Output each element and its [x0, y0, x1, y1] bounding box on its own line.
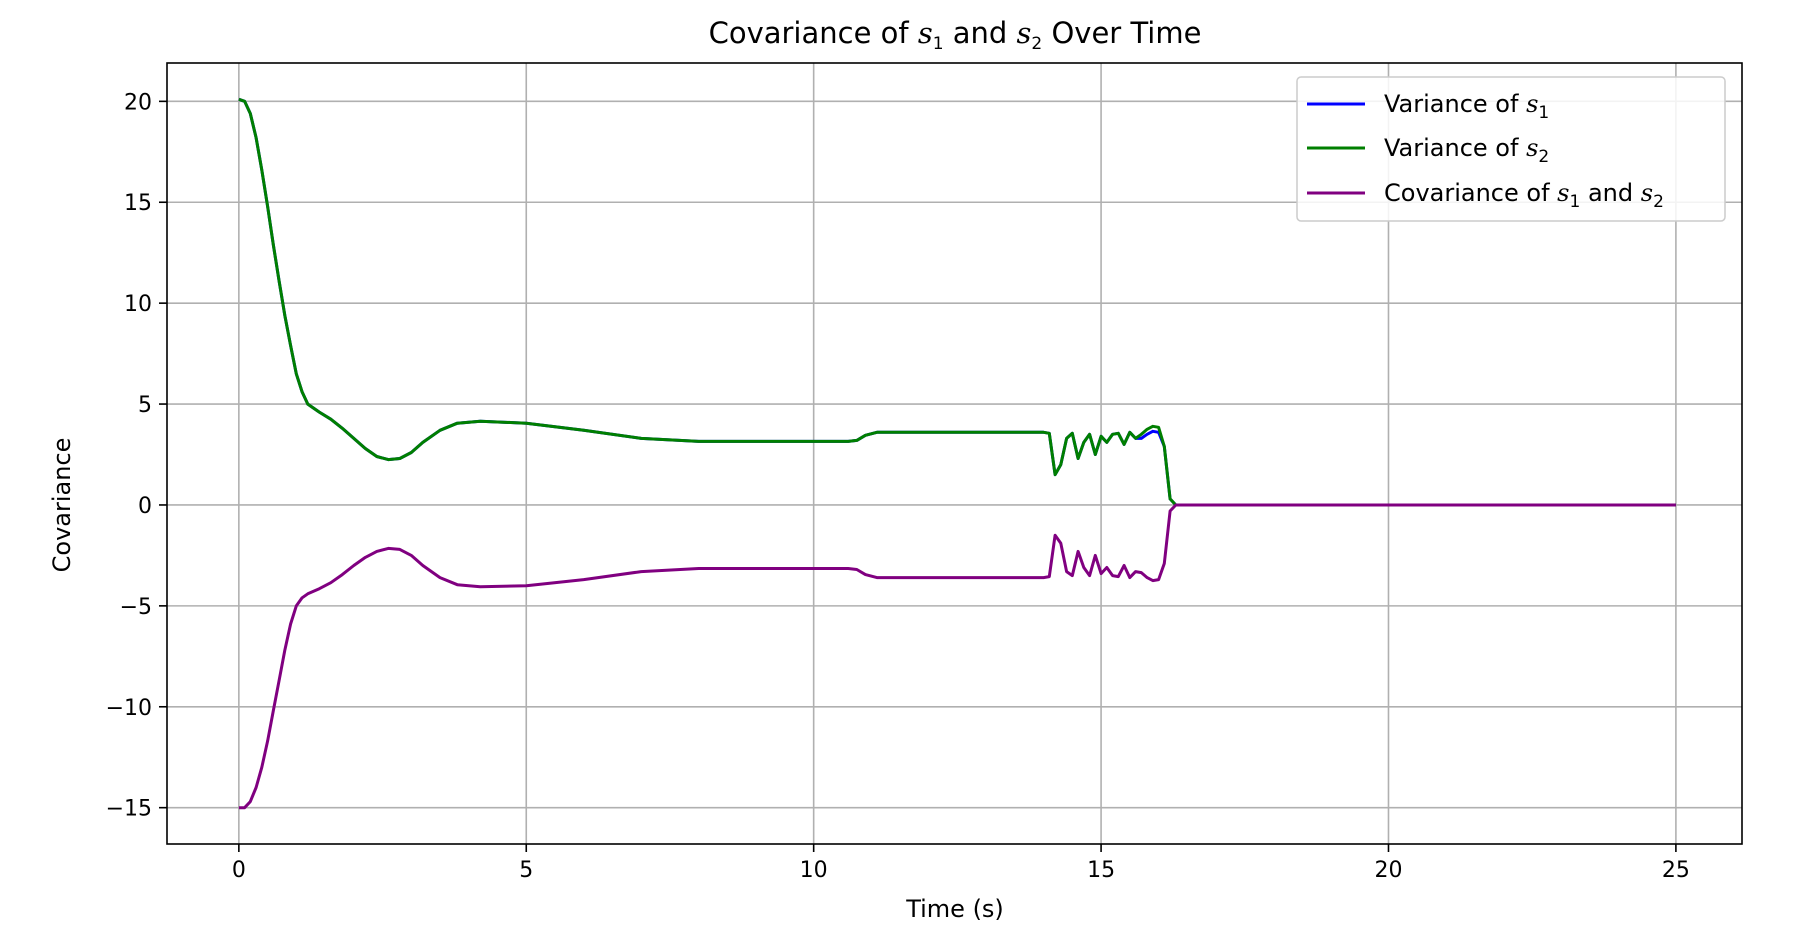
x-tick-label: 10 — [800, 858, 828, 883]
legend-label-variance-s2: Variance of s2 — [1384, 134, 1549, 167]
x-tick-label: 20 — [1374, 858, 1402, 883]
tick-labels: 0 5 10 15 20 25 −15 −10 −5 0 5 10 15 20 — [106, 90, 1690, 883]
plot-area-frame — [166, 62, 1743, 845]
legend-label-variance-s1: Variance of s1 — [1384, 90, 1549, 123]
y-tick-label: −15 — [106, 797, 152, 822]
y-tick-label: 0 — [138, 494, 152, 519]
x-tick-label: 15 — [1087, 858, 1115, 883]
legend-box — [1296, 76, 1726, 222]
series-line-cov — [238, 503, 1676, 810]
y-tick-label: 20 — [124, 90, 152, 115]
y-tick-label: 5 — [138, 393, 152, 418]
x-tick-label: 0 — [232, 858, 246, 883]
axis-ticks — [159, 100, 1677, 852]
y-tick-label: −5 — [120, 595, 152, 620]
y-axis-label: Covariance — [48, 438, 76, 573]
x-tick-label: 5 — [519, 858, 533, 883]
x-tick-label: 25 — [1662, 858, 1690, 883]
legend: Variance of s1 Variance of s2 Covariance… — [1296, 76, 1726, 222]
series-line-var2 — [238, 97, 1676, 507]
legend-label-covariance: Covariance of s1 and s2 — [1384, 179, 1664, 212]
chart-title: Covariance of s1 and s2 Over Time — [709, 16, 1202, 54]
series-lines — [238, 97, 1676, 810]
y-tick-label: 10 — [124, 292, 152, 317]
x-axis-label: Time (s) — [905, 895, 1004, 923]
y-tick-label: −10 — [106, 696, 152, 721]
y-tick-label: 15 — [124, 191, 152, 216]
